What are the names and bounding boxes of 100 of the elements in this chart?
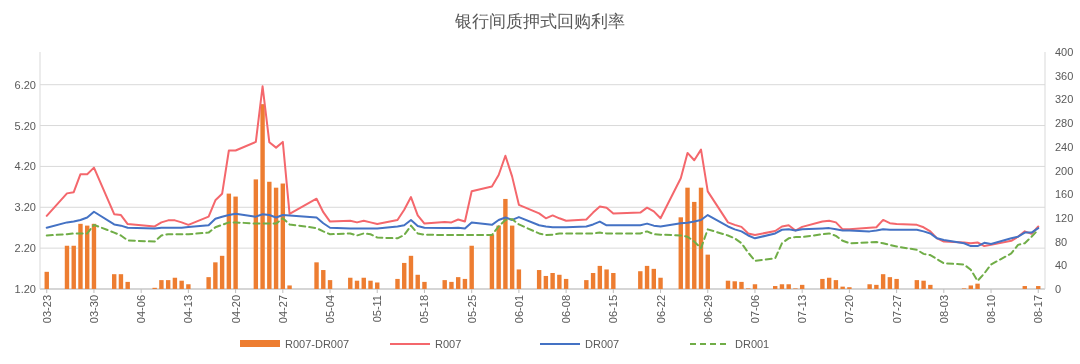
y-tick-label: 4.20: [14, 160, 36, 173]
bar: [408, 255, 414, 289]
bar: [125, 281, 130, 289]
x-tick-label: 05-25: [465, 295, 478, 324]
bar: [112, 274, 117, 289]
y-tick-label: 5.20: [14, 119, 36, 132]
y2-tick-label: 200: [1055, 164, 1074, 177]
bar: [179, 280, 184, 289]
bar: [563, 278, 569, 289]
bar: [469, 245, 474, 289]
bar: [590, 273, 596, 289]
bar: [206, 277, 211, 289]
bar: [159, 280, 164, 289]
x-tick-label: 06-01: [512, 295, 525, 324]
bar: [368, 280, 373, 289]
y2-tick-label: 320: [1055, 93, 1074, 106]
bar: [840, 286, 845, 289]
bar: [550, 273, 555, 289]
bar: [543, 275, 549, 289]
y2-tick-label: 120: [1055, 211, 1074, 224]
bar: [752, 284, 758, 289]
bar: [375, 282, 380, 289]
bar: [638, 271, 643, 289]
x-tick-label: 03-23: [40, 295, 53, 324]
legend-label: DR007: [585, 338, 620, 350]
bar: [1036, 286, 1041, 289]
bar: [233, 196, 238, 289]
bar: [786, 284, 791, 289]
y2-tick-label: 80: [1055, 235, 1068, 248]
bar: [213, 262, 218, 289]
bar: [644, 265, 650, 289]
bar: [894, 278, 899, 289]
x-tick-label: 04-20: [229, 295, 242, 324]
bar: [739, 281, 744, 289]
bar: [219, 255, 225, 289]
bar: [1022, 286, 1027, 289]
bar: [880, 274, 886, 289]
bar: [496, 225, 501, 289]
bar: [773, 286, 778, 289]
bar: [887, 277, 893, 289]
x-tick-label: 08-17: [1032, 295, 1045, 324]
x-tick-label: 07-13: [796, 295, 809, 324]
bar: [914, 280, 920, 289]
bar: [287, 285, 292, 289]
bar: [314, 262, 319, 289]
bar: [449, 281, 454, 289]
bar: [267, 181, 272, 289]
bar: [557, 274, 562, 289]
legend-label: R007: [435, 338, 462, 350]
y2-tick-label: 40: [1055, 259, 1068, 272]
y2-tick-label: 280: [1055, 117, 1074, 130]
x-tick-label: 07-27: [890, 295, 903, 324]
y-tick-label: 6.20: [14, 78, 36, 91]
x-tick-label: 08-10: [985, 295, 998, 324]
bar: [462, 278, 468, 289]
x-tick-label: 06-22: [654, 295, 667, 324]
y2-tick-label: 160: [1055, 188, 1074, 201]
bar: [611, 273, 616, 289]
y2-tick-label: 240: [1055, 140, 1074, 153]
x-tick-label: 08-03: [937, 295, 950, 324]
chart-title: 银行间质押式回购利率: [454, 12, 625, 31]
bar: [327, 280, 333, 289]
x-tick-label: 06-08: [560, 295, 573, 324]
bar: [928, 284, 933, 289]
bar: [321, 270, 326, 289]
bar: [658, 277, 663, 289]
bar: [874, 284, 879, 289]
bar: [422, 281, 427, 289]
y-tick-label: 2.20: [14, 242, 36, 255]
bar: [118, 274, 124, 289]
bar: [395, 278, 400, 289]
bar: [71, 245, 76, 289]
legend-label: R007-DR007: [285, 338, 350, 350]
bar: [584, 280, 589, 289]
legend-label: DR001: [735, 338, 770, 350]
bar: [651, 268, 656, 289]
bar: [732, 281, 737, 289]
x-tick-label: 04-13: [182, 295, 195, 324]
x-tick-label: 04-06: [135, 295, 148, 324]
bar: [78, 223, 83, 289]
bar: [820, 278, 825, 289]
bar: [516, 269, 522, 289]
bar: [455, 277, 461, 289]
bar: [685, 187, 690, 289]
bar: [64, 245, 70, 289]
x-tick-label: 03-30: [87, 295, 100, 324]
bar: [867, 284, 872, 289]
x-tick-label: 05-18: [418, 295, 431, 324]
bar: [968, 285, 974, 289]
x-tick-label: 07-06: [748, 295, 761, 324]
bar: [779, 284, 785, 289]
x-tick-label: 04-27: [276, 295, 289, 324]
bar: [604, 269, 609, 289]
x-tick-label: 06-29: [701, 295, 714, 324]
bar: [503, 198, 508, 289]
x-tick-label: 05-11: [371, 295, 384, 323]
y-tick-label: 1.20: [14, 283, 36, 295]
bar: [597, 265, 603, 289]
x-tick-label: 06-15: [607, 295, 620, 324]
y2-tick-label: 360: [1055, 69, 1074, 82]
